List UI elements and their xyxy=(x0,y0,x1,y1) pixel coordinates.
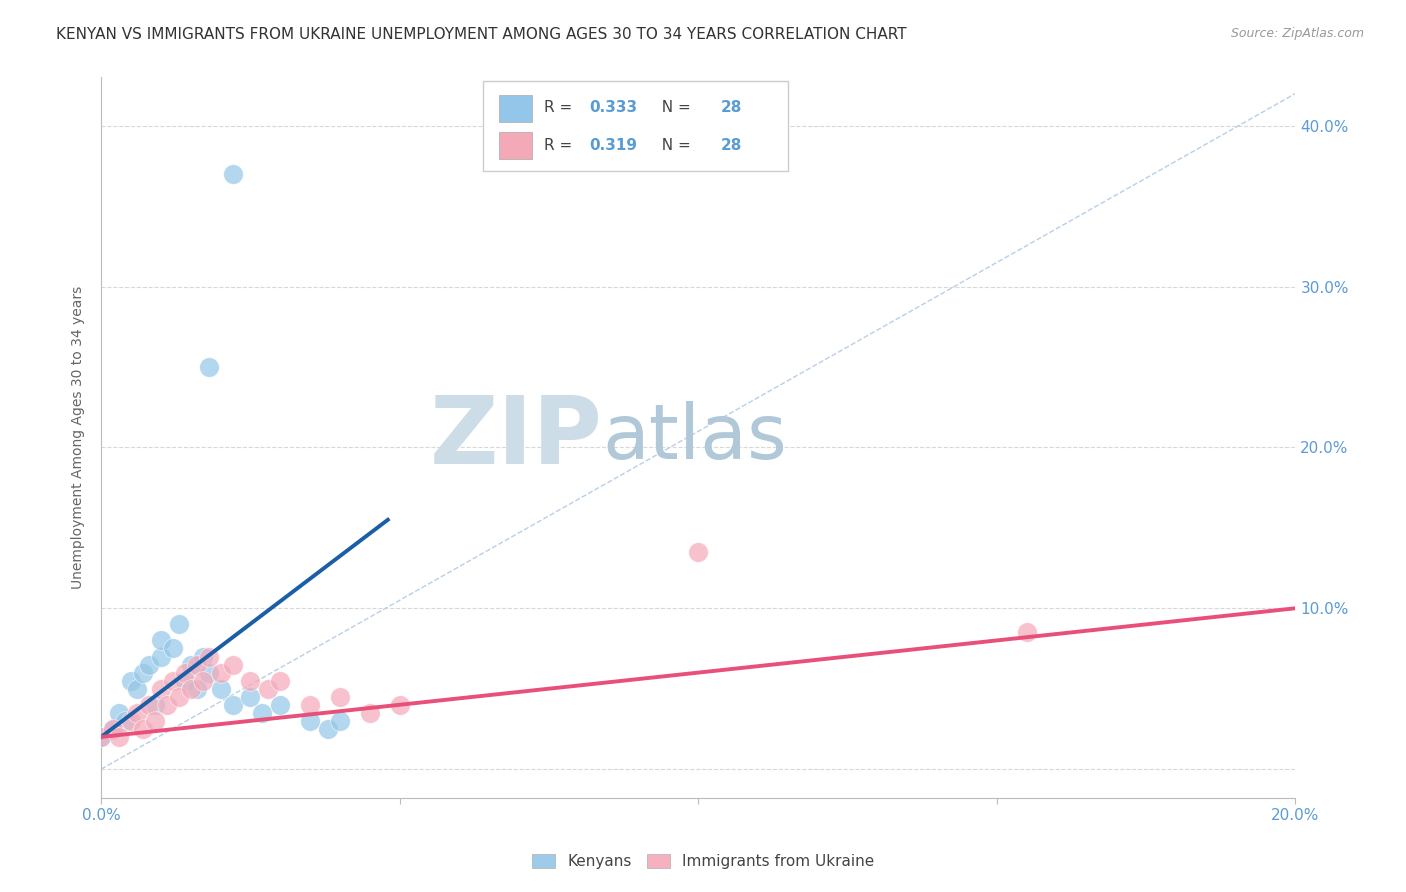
Point xyxy=(180,657,202,672)
Point xyxy=(149,649,172,664)
Text: R =: R = xyxy=(544,137,578,153)
Point xyxy=(162,641,184,656)
Text: 0.319: 0.319 xyxy=(589,137,638,153)
Point xyxy=(173,673,195,688)
Text: R =: R = xyxy=(544,101,578,115)
Point xyxy=(143,714,166,728)
Point xyxy=(209,681,232,696)
Point xyxy=(197,649,219,664)
Point xyxy=(269,673,291,688)
Point xyxy=(221,167,243,181)
Point xyxy=(316,722,339,736)
Text: N =: N = xyxy=(652,137,696,153)
Point xyxy=(1015,625,1038,640)
Point xyxy=(329,690,352,704)
Point xyxy=(108,706,131,720)
Point xyxy=(156,698,179,712)
Point xyxy=(138,698,160,712)
Point xyxy=(221,657,243,672)
Point xyxy=(90,730,112,744)
Point xyxy=(269,698,291,712)
Point xyxy=(191,673,214,688)
Point xyxy=(221,698,243,712)
Point xyxy=(114,714,136,728)
Point xyxy=(138,657,160,672)
Point xyxy=(252,706,274,720)
Point xyxy=(167,690,190,704)
Point xyxy=(299,714,322,728)
Point xyxy=(90,730,112,744)
Point xyxy=(132,722,155,736)
Text: 0.333: 0.333 xyxy=(589,101,638,115)
Text: Source: ZipAtlas.com: Source: ZipAtlas.com xyxy=(1230,27,1364,40)
Point xyxy=(162,673,184,688)
Point xyxy=(329,714,352,728)
Point xyxy=(209,665,232,680)
Point xyxy=(101,722,124,736)
Point xyxy=(688,545,710,559)
FancyBboxPatch shape xyxy=(484,81,787,171)
Point xyxy=(120,714,142,728)
Legend: Kenyans, Immigrants from Ukraine: Kenyans, Immigrants from Ukraine xyxy=(526,847,880,875)
Text: 28: 28 xyxy=(721,137,742,153)
Point xyxy=(257,681,280,696)
Point xyxy=(149,681,172,696)
Text: 28: 28 xyxy=(721,101,742,115)
Point xyxy=(180,681,202,696)
Text: KENYAN VS IMMIGRANTS FROM UKRAINE UNEMPLOYMENT AMONG AGES 30 TO 34 YEARS CORRELA: KENYAN VS IMMIGRANTS FROM UKRAINE UNEMPL… xyxy=(56,27,907,42)
Point xyxy=(149,633,172,648)
Text: atlas: atlas xyxy=(603,401,787,475)
Point xyxy=(186,657,208,672)
Point xyxy=(197,359,219,374)
Point xyxy=(173,665,195,680)
Point xyxy=(186,681,208,696)
Point xyxy=(143,698,166,712)
FancyBboxPatch shape xyxy=(499,95,533,122)
Point xyxy=(239,673,262,688)
Y-axis label: Unemployment Among Ages 30 to 34 years: Unemployment Among Ages 30 to 34 years xyxy=(72,286,86,590)
Point xyxy=(167,617,190,632)
Point xyxy=(132,665,155,680)
Text: N =: N = xyxy=(652,101,696,115)
Point xyxy=(197,665,219,680)
Point xyxy=(191,649,214,664)
Point xyxy=(120,673,142,688)
Point xyxy=(125,706,148,720)
Point xyxy=(239,690,262,704)
Text: ZIP: ZIP xyxy=(430,392,603,483)
Point xyxy=(125,681,148,696)
Point xyxy=(388,698,411,712)
Point xyxy=(299,698,322,712)
Point xyxy=(101,722,124,736)
Point xyxy=(108,730,131,744)
Point xyxy=(359,706,381,720)
FancyBboxPatch shape xyxy=(499,132,533,160)
